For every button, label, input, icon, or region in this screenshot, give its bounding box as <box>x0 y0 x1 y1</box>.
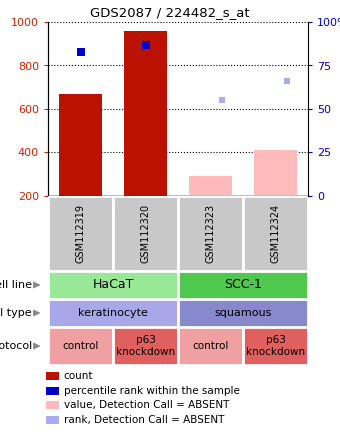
Text: count: count <box>64 371 93 381</box>
Bar <box>46 416 59 424</box>
Bar <box>46 401 59 409</box>
Text: GSM112324: GSM112324 <box>271 204 280 263</box>
Bar <box>46 372 59 380</box>
Bar <box>243 327 308 365</box>
Text: keratinocyte: keratinocyte <box>78 308 148 318</box>
Text: GDS2087 / 224482_s_at: GDS2087 / 224482_s_at <box>90 6 250 19</box>
Text: SCC-1: SCC-1 <box>224 278 262 292</box>
Text: p63
knockdown: p63 knockdown <box>116 335 175 357</box>
Bar <box>178 299 308 327</box>
Bar <box>113 196 178 271</box>
Bar <box>178 327 243 365</box>
Text: rank, Detection Call = ABSENT: rank, Detection Call = ABSENT <box>64 415 224 425</box>
Bar <box>48 299 178 327</box>
Bar <box>254 151 297 196</box>
Bar <box>178 196 243 271</box>
Text: protocol: protocol <box>0 341 32 351</box>
Bar <box>124 31 167 196</box>
Text: HaCaT: HaCaT <box>92 278 134 292</box>
Text: value, Detection Call = ABSENT: value, Detection Call = ABSENT <box>64 400 229 410</box>
Text: control: control <box>62 341 99 351</box>
Text: cell line: cell line <box>0 280 32 290</box>
Bar <box>46 387 59 395</box>
Bar <box>48 327 113 365</box>
Text: p63
knockdown: p63 knockdown <box>246 335 305 357</box>
Bar <box>48 196 113 271</box>
Bar <box>243 196 308 271</box>
Bar <box>178 271 308 299</box>
Bar <box>189 176 232 196</box>
Text: GSM112323: GSM112323 <box>205 204 216 263</box>
Text: squamous: squamous <box>214 308 272 318</box>
Text: control: control <box>192 341 229 351</box>
Text: GSM112319: GSM112319 <box>75 204 85 263</box>
Text: percentile rank within the sample: percentile rank within the sample <box>64 386 239 396</box>
Bar <box>48 271 178 299</box>
Text: cell type: cell type <box>0 308 32 318</box>
Bar <box>113 327 178 365</box>
Bar <box>59 94 102 196</box>
Text: GSM112320: GSM112320 <box>140 204 151 263</box>
